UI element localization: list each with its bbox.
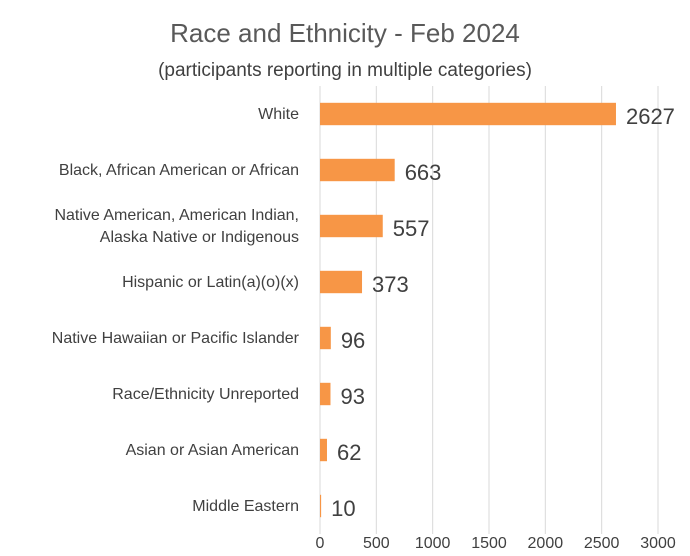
bar bbox=[320, 158, 395, 182]
x-tick-label: 1000 bbox=[415, 535, 451, 552]
chart-title: Race and Ethnicity - Feb 2024 bbox=[170, 18, 520, 48]
category-label: Alaska Native or Indigenous bbox=[100, 229, 299, 246]
data-label: 62 bbox=[337, 440, 361, 465]
x-tick-label: 3000 bbox=[640, 535, 676, 552]
data-label: 557 bbox=[393, 216, 430, 241]
category-label: Hispanic or Latin(a)(o)(x) bbox=[122, 274, 299, 291]
data-label: 96 bbox=[341, 328, 365, 353]
data-labels: 2627 663 557 373 96 93 62 10 bbox=[331, 104, 675, 521]
bar bbox=[320, 326, 331, 350]
x-axis-tick-labels: 0 500 1000 1500 2000 2500 3000 bbox=[316, 535, 676, 552]
data-label: 663 bbox=[405, 160, 442, 185]
chart-subtitle: (participants reporting in multiple cate… bbox=[158, 60, 532, 81]
category-labels: White Black, African American or African N… bbox=[52, 106, 300, 515]
bar bbox=[320, 494, 322, 518]
x-tick-label: 0 bbox=[316, 535, 325, 552]
category-label: White bbox=[258, 106, 299, 123]
bars bbox=[320, 102, 616, 518]
category-label: Race/Ethnicity Unreported bbox=[112, 386, 299, 403]
category-label: Asian or Asian American bbox=[126, 442, 299, 459]
bar bbox=[320, 102, 616, 126]
data-label: 373 bbox=[372, 272, 409, 297]
bar bbox=[320, 382, 331, 406]
category-label: Middle Eastern bbox=[192, 498, 299, 515]
data-label: 2627 bbox=[626, 104, 675, 129]
x-tick-label: 2000 bbox=[528, 535, 564, 552]
gridlines bbox=[319, 86, 659, 534]
bar bbox=[320, 214, 383, 238]
data-label: 10 bbox=[331, 496, 355, 521]
data-label: 93 bbox=[340, 384, 364, 409]
x-tick-label: 2500 bbox=[584, 535, 620, 552]
x-tick-label: 500 bbox=[363, 535, 390, 552]
bar bbox=[320, 270, 363, 294]
x-tick-label: 1500 bbox=[471, 535, 507, 552]
category-label: Native American, American Indian, bbox=[54, 207, 299, 224]
category-label: Native Hawaiian or Pacific Islander bbox=[52, 330, 300, 347]
bar bbox=[320, 438, 327, 462]
category-label: Black, African American or African bbox=[59, 162, 299, 179]
